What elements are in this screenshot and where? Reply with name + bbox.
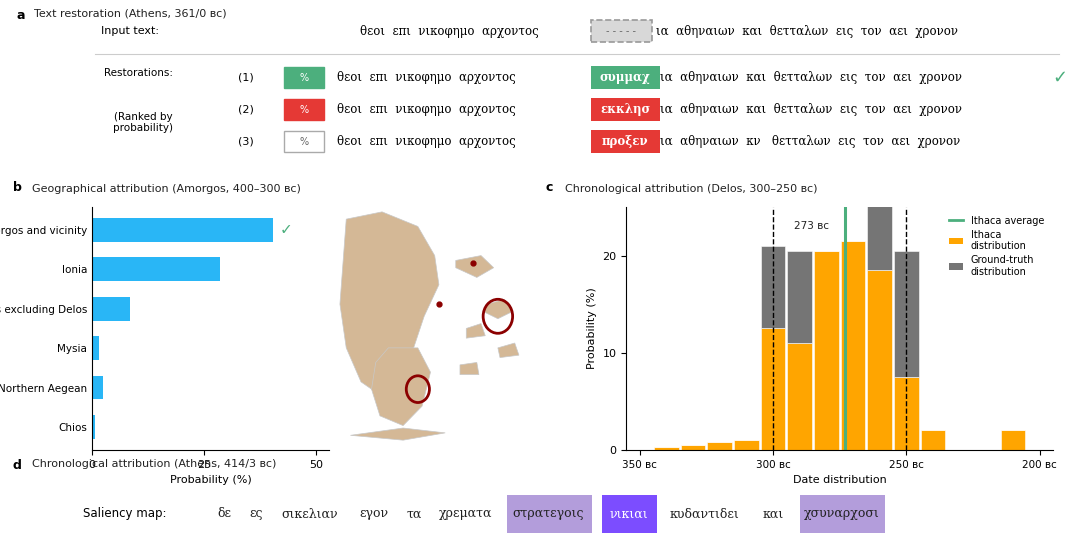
- Text: Restorations:: Restorations:: [104, 68, 173, 78]
- Text: κυδαντιδει: κυδαντιδει: [670, 507, 739, 521]
- Text: a: a: [16, 9, 25, 22]
- FancyBboxPatch shape: [508, 495, 592, 533]
- Y-axis label: Probability (%): Probability (%): [588, 288, 597, 369]
- Bar: [760, 328, 785, 450]
- Text: Chronological attribution (Delos, 300–250 ʙᴄ): Chronological attribution (Delos, 300–25…: [565, 184, 818, 194]
- Text: ια  αθηναιων  κν   θετταλων  εις  τον  αει  χρονον: ια αθηναιων κν θετταλων εις τον αει χρον…: [660, 135, 960, 148]
- Text: Chronological attribution (Athens, 414/3 ʙᴄ): Chronological attribution (Athens, 414/3…: [32, 459, 276, 469]
- Text: στρατεγοις: στρατεγοις: [513, 507, 584, 521]
- Text: (2): (2): [239, 104, 254, 115]
- Text: δε: δε: [217, 507, 231, 521]
- Text: Geographical attribution (Amorgos, 400–300 ʙᴄ): Geographical attribution (Amorgos, 400–3…: [32, 184, 301, 194]
- Text: τα: τα: [407, 507, 422, 521]
- FancyBboxPatch shape: [603, 495, 657, 533]
- Text: b: b: [13, 181, 22, 194]
- Polygon shape: [483, 299, 513, 319]
- FancyBboxPatch shape: [591, 66, 660, 89]
- Bar: [840, 241, 865, 450]
- FancyBboxPatch shape: [591, 130, 660, 153]
- Bar: [894, 251, 919, 377]
- Text: %: %: [299, 104, 309, 115]
- Text: ✓: ✓: [280, 222, 293, 237]
- FancyBboxPatch shape: [591, 98, 660, 121]
- Text: c: c: [545, 181, 553, 194]
- Bar: [894, 377, 919, 450]
- Text: εκκλησ: εκκλησ: [600, 103, 650, 116]
- Text: (Ranked by
probability): (Ranked by probability): [113, 112, 174, 133]
- Bar: [1001, 431, 1025, 450]
- Text: Text restoration (Athens, 361/0 ʙᴄ): Text restoration (Athens, 361/0 ʙᴄ): [35, 9, 227, 19]
- Bar: [787, 251, 812, 343]
- Polygon shape: [498, 343, 519, 358]
- Bar: [92, 257, 219, 281]
- Text: ια  αθηναιων  και  θετταλων  εις  τον  αει  χρονον: ια αθηναιων και θετταλων εις τον αει χρο…: [660, 103, 961, 116]
- Bar: [92, 415, 95, 439]
- Text: d: d: [13, 459, 22, 473]
- Polygon shape: [467, 323, 485, 338]
- Text: (1): (1): [239, 72, 254, 83]
- Text: θεοι  επι  νικοφημο  αρχοντος: θεοι επι νικοφημο αρχοντος: [337, 71, 515, 84]
- X-axis label: Date distribution: Date distribution: [793, 475, 887, 485]
- Text: ια  αθηναιων  και  θετταλων  εις  τον  αει  χρονον: ια αθηναιων και θετταλων εις τον αει χρο…: [657, 25, 958, 38]
- FancyBboxPatch shape: [284, 67, 324, 88]
- Polygon shape: [456, 256, 494, 278]
- Bar: [921, 431, 945, 450]
- Text: νικιαι: νικιαι: [609, 507, 648, 521]
- Text: χρεματα: χρεματα: [440, 507, 492, 521]
- Text: ες: ες: [249, 507, 262, 521]
- Bar: [92, 336, 98, 360]
- Text: Input text:: Input text:: [100, 26, 159, 36]
- Text: θεοι  επι  νικοφημο  αρχοντος: θεοι επι νικοφημο αρχοντος: [360, 25, 539, 38]
- Text: %: %: [299, 136, 309, 147]
- Bar: [92, 376, 103, 400]
- Text: σικελιαν: σικελιαν: [282, 507, 338, 521]
- Text: ✓: ✓: [1052, 68, 1067, 87]
- Bar: [867, 144, 892, 270]
- Polygon shape: [372, 348, 431, 426]
- Bar: [707, 442, 732, 450]
- Bar: [760, 246, 785, 328]
- Bar: [814, 251, 839, 450]
- Text: συμμαχ: συμμαχ: [599, 71, 650, 84]
- FancyBboxPatch shape: [284, 131, 324, 152]
- Text: θεοι  επι  νικοφημο  αρχοντος: θεοι επι νικοφημο αρχοντος: [337, 135, 515, 148]
- Legend: Ithaca average, Ithaca
distribution, Ground-truth
distribution: Ithaca average, Ithaca distribution, Gro…: [945, 212, 1048, 280]
- Text: χσυναρχοσι: χσυναρχοσι: [804, 507, 879, 521]
- FancyBboxPatch shape: [591, 20, 652, 43]
- Text: (3): (3): [239, 136, 254, 147]
- Bar: [654, 447, 678, 450]
- Text: και: και: [762, 507, 784, 521]
- Bar: [92, 218, 273, 242]
- Text: θεοι  επι  νικοφημο  αρχοντος: θεοι επι νικοφημο αρχοντος: [337, 103, 515, 116]
- Bar: [787, 343, 812, 450]
- Bar: [680, 445, 705, 450]
- Bar: [92, 297, 130, 321]
- Text: 273 ʙᴄ: 273 ʙᴄ: [795, 221, 829, 231]
- Polygon shape: [460, 363, 478, 375]
- Text: ια  αθηναιων  και  θετταλων  εις  τον  αει  χρονον: ια αθηναιων και θετταλων εις τον αει χρο…: [660, 71, 961, 84]
- Polygon shape: [340, 212, 438, 396]
- FancyBboxPatch shape: [284, 99, 324, 120]
- Text: εγον: εγον: [360, 507, 389, 521]
- FancyBboxPatch shape: [800, 495, 885, 533]
- Bar: [867, 270, 892, 450]
- X-axis label: Probability (%): Probability (%): [170, 475, 252, 485]
- Text: προξεν: προξεν: [602, 135, 648, 148]
- Text: Saliency map:: Saliency map:: [83, 507, 166, 521]
- Text: - - - - -: - - - - -: [607, 26, 636, 36]
- Bar: [734, 440, 758, 450]
- Text: %: %: [299, 72, 309, 83]
- Polygon shape: [350, 428, 445, 440]
